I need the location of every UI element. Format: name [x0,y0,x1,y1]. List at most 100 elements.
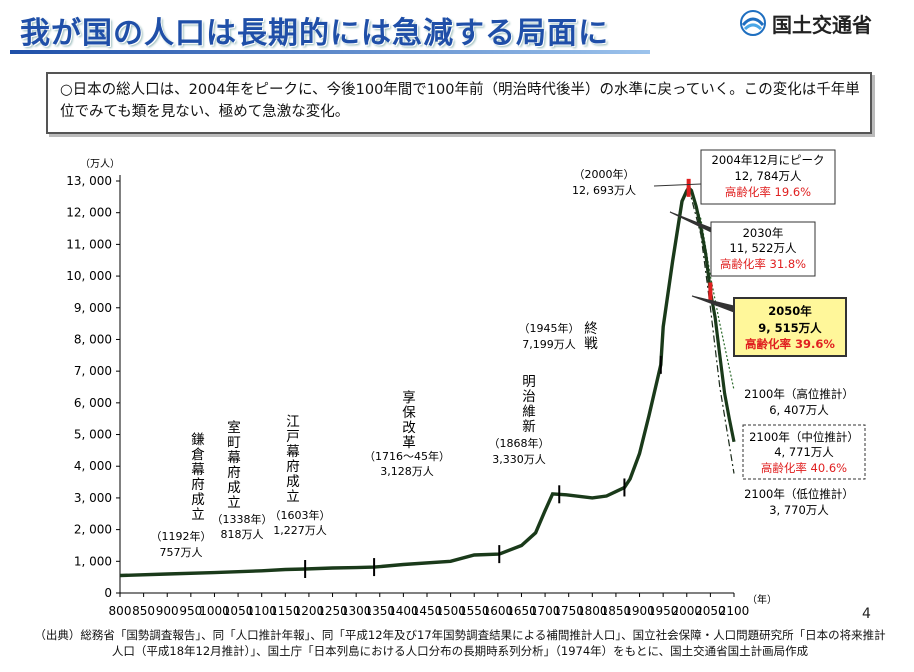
peak-marker [686,178,691,197]
high-projection-line1: 2100年（高位推計） [744,387,854,401]
ministry-name: 国土交通省 [772,12,872,37]
era-label-muromachi: 室 [227,419,241,436]
era-label-meiji: 維 [522,404,536,420]
y-tick-label: 10, 000 [66,269,112,283]
population-chart: 0 1, 000 2, 000 3, 000 4, 000 5, 000 6, 000 7, … [66,149,866,618]
x-tick-label: 2050 [695,604,726,618]
era-label-muromachi: 立 [227,495,241,511]
summary-box: ○日本の総人口は、2004年をピークに、今後100年間で100年前（明治時代後半… [46,72,872,134]
x-tick-label: 1550 [459,604,490,618]
chart-labels: 鎌倉幕府成立（1192年）757万人室町幕府成立（1338年）818万人江戸幕府… [151,149,866,579]
x-tick-label: 1700 [530,604,561,618]
x-tick-label: 1900 [624,604,655,618]
x-unit-label: （年） [747,593,777,606]
era-value-shusen: 7,199万人 [522,338,576,351]
x-tick-label: 1350 [364,604,395,618]
era-label-kamakura: 幕 [191,462,205,478]
low-projection-line1: 2100年（低位推計） [744,487,854,501]
era-year-shusen: （1945年） [519,321,580,335]
era-label-kamakura: 倉 [191,447,205,463]
y-tick-label: 6, 000 [74,396,112,410]
mid-projection-line3: 高齢化率 40.6% [761,461,847,475]
era-label-kamakura: 成 [191,492,205,508]
era-label-muromachi: 府 [227,465,241,481]
x-tick-label: 1750 [553,604,584,618]
callout-2030-leader [669,211,712,233]
era-label-shusen: 戦 [584,336,598,352]
peak-callout-leader [653,183,702,187]
era-year-muromachi: （1338年） [212,512,273,526]
era-label-meiji: 明 [522,374,536,390]
low-projection-line [688,187,735,474]
x-tick-label: 1600 [483,604,514,618]
era-label-shusen: 終 [584,321,598,337]
era-label-edo: 戸 [286,429,300,445]
x-tick-label: 900 [156,604,179,618]
marker-2050 [708,282,713,301]
era-label-edo: 幕 [286,444,300,460]
era-label-edo: 立 [286,489,300,505]
callout-2050-line3: 高齢化率 39.6% [745,337,835,351]
y-tick-label: 4, 000 [74,459,112,473]
y-tick-label: 8, 000 [74,332,112,346]
x-tick-label: 1050 [223,604,254,618]
era-label-meiji: 新 [522,419,536,435]
callout-2050-line2: 9, 515万人 [758,321,822,335]
x-tick-label: 1650 [506,604,537,618]
page-number: 4 [862,606,871,622]
y-tick-label: 1, 000 [74,554,112,568]
era-label-kamakura: 立 [191,507,205,523]
era-label-kyoho: 革 [402,435,416,451]
x-tick-label: 1150 [270,604,301,618]
mid-projection-box [742,424,866,480]
era-year-meiji: （1868年） [489,436,550,450]
callout-2030-box [710,221,816,277]
callout-2030-line3: 高齢化率 31.8% [720,257,806,271]
era-year-kamakura: （1192年） [151,529,212,543]
x-tick-label: 1400 [388,604,419,618]
mid-projection-line2: 4, 771万人 [774,445,834,459]
page-title: 我が国の人口は長期的には急減する局面に [20,16,609,51]
mid-projection-line1: 2100年（中位推計） [749,430,859,444]
era-label-edo: 成 [286,474,300,490]
y-tick-label: 0 [104,586,112,600]
era-label-kyoho: 改 [402,420,416,436]
historical-population-line [119,186,691,578]
era-label-meiji: 治 [522,389,536,405]
x-tick-label: 2000 [671,604,702,618]
y-tick-label: 9, 000 [74,301,112,315]
x-tick-label: 2100 [719,604,750,618]
x-tick-label: 1250 [317,604,348,618]
peak-callout-box [700,149,836,205]
peak-callout-line2: 12, 784万人 [735,169,802,183]
era-label-kamakura: 府 [191,477,205,493]
x-tick-label: 1500 [435,604,466,618]
y-tick-label: 12, 000 [66,206,112,220]
x-tick-label: 950 [179,604,202,618]
era-year-edo: （1603年） [270,508,331,522]
era-value-kamakura: 757万人 [160,546,203,559]
title-bar: 我が国の人口は長期的には急減する局面に 国土交通省 [0,0,914,58]
era-label-kamakura: 鎌 [191,432,205,448]
era-label-muromachi: 成 [227,480,241,496]
era-label-muromachi: 町 [227,435,241,451]
era-value-kyoho: 3,128万人 [380,465,434,478]
peak-callout-line3: 高齢化率 19.6% [725,185,811,199]
x-tick-label: 1200 [294,604,325,618]
x-tick-label: 1000 [199,604,230,618]
x-tick-label: 1950 [648,604,679,618]
summary-text: ○日本の総人口は、2004年をピークに、今後100年間で100年前（明治時代後半… [60,82,860,120]
low-projection-line2: 3, 770万人 [769,503,829,517]
y-tick-label: 7, 000 [74,364,112,378]
ministry-emblem-icon [740,10,766,36]
high-projection-line2: 6, 407万人 [769,403,829,417]
y-tick-label: 5, 000 [74,428,112,442]
ministry-logo: 国土交通省 [740,8,872,38]
label-2000-year: （2000年） [574,167,635,181]
y-tick-label: 3, 000 [74,491,112,505]
callout-2030-line1: 2030年 [743,226,784,240]
callout-2050-box [733,297,847,357]
y-tick-label: 13, 000 [66,174,112,188]
era-value-meiji: 3,330万人 [492,453,546,466]
y-tick-label: 2, 000 [74,523,112,537]
